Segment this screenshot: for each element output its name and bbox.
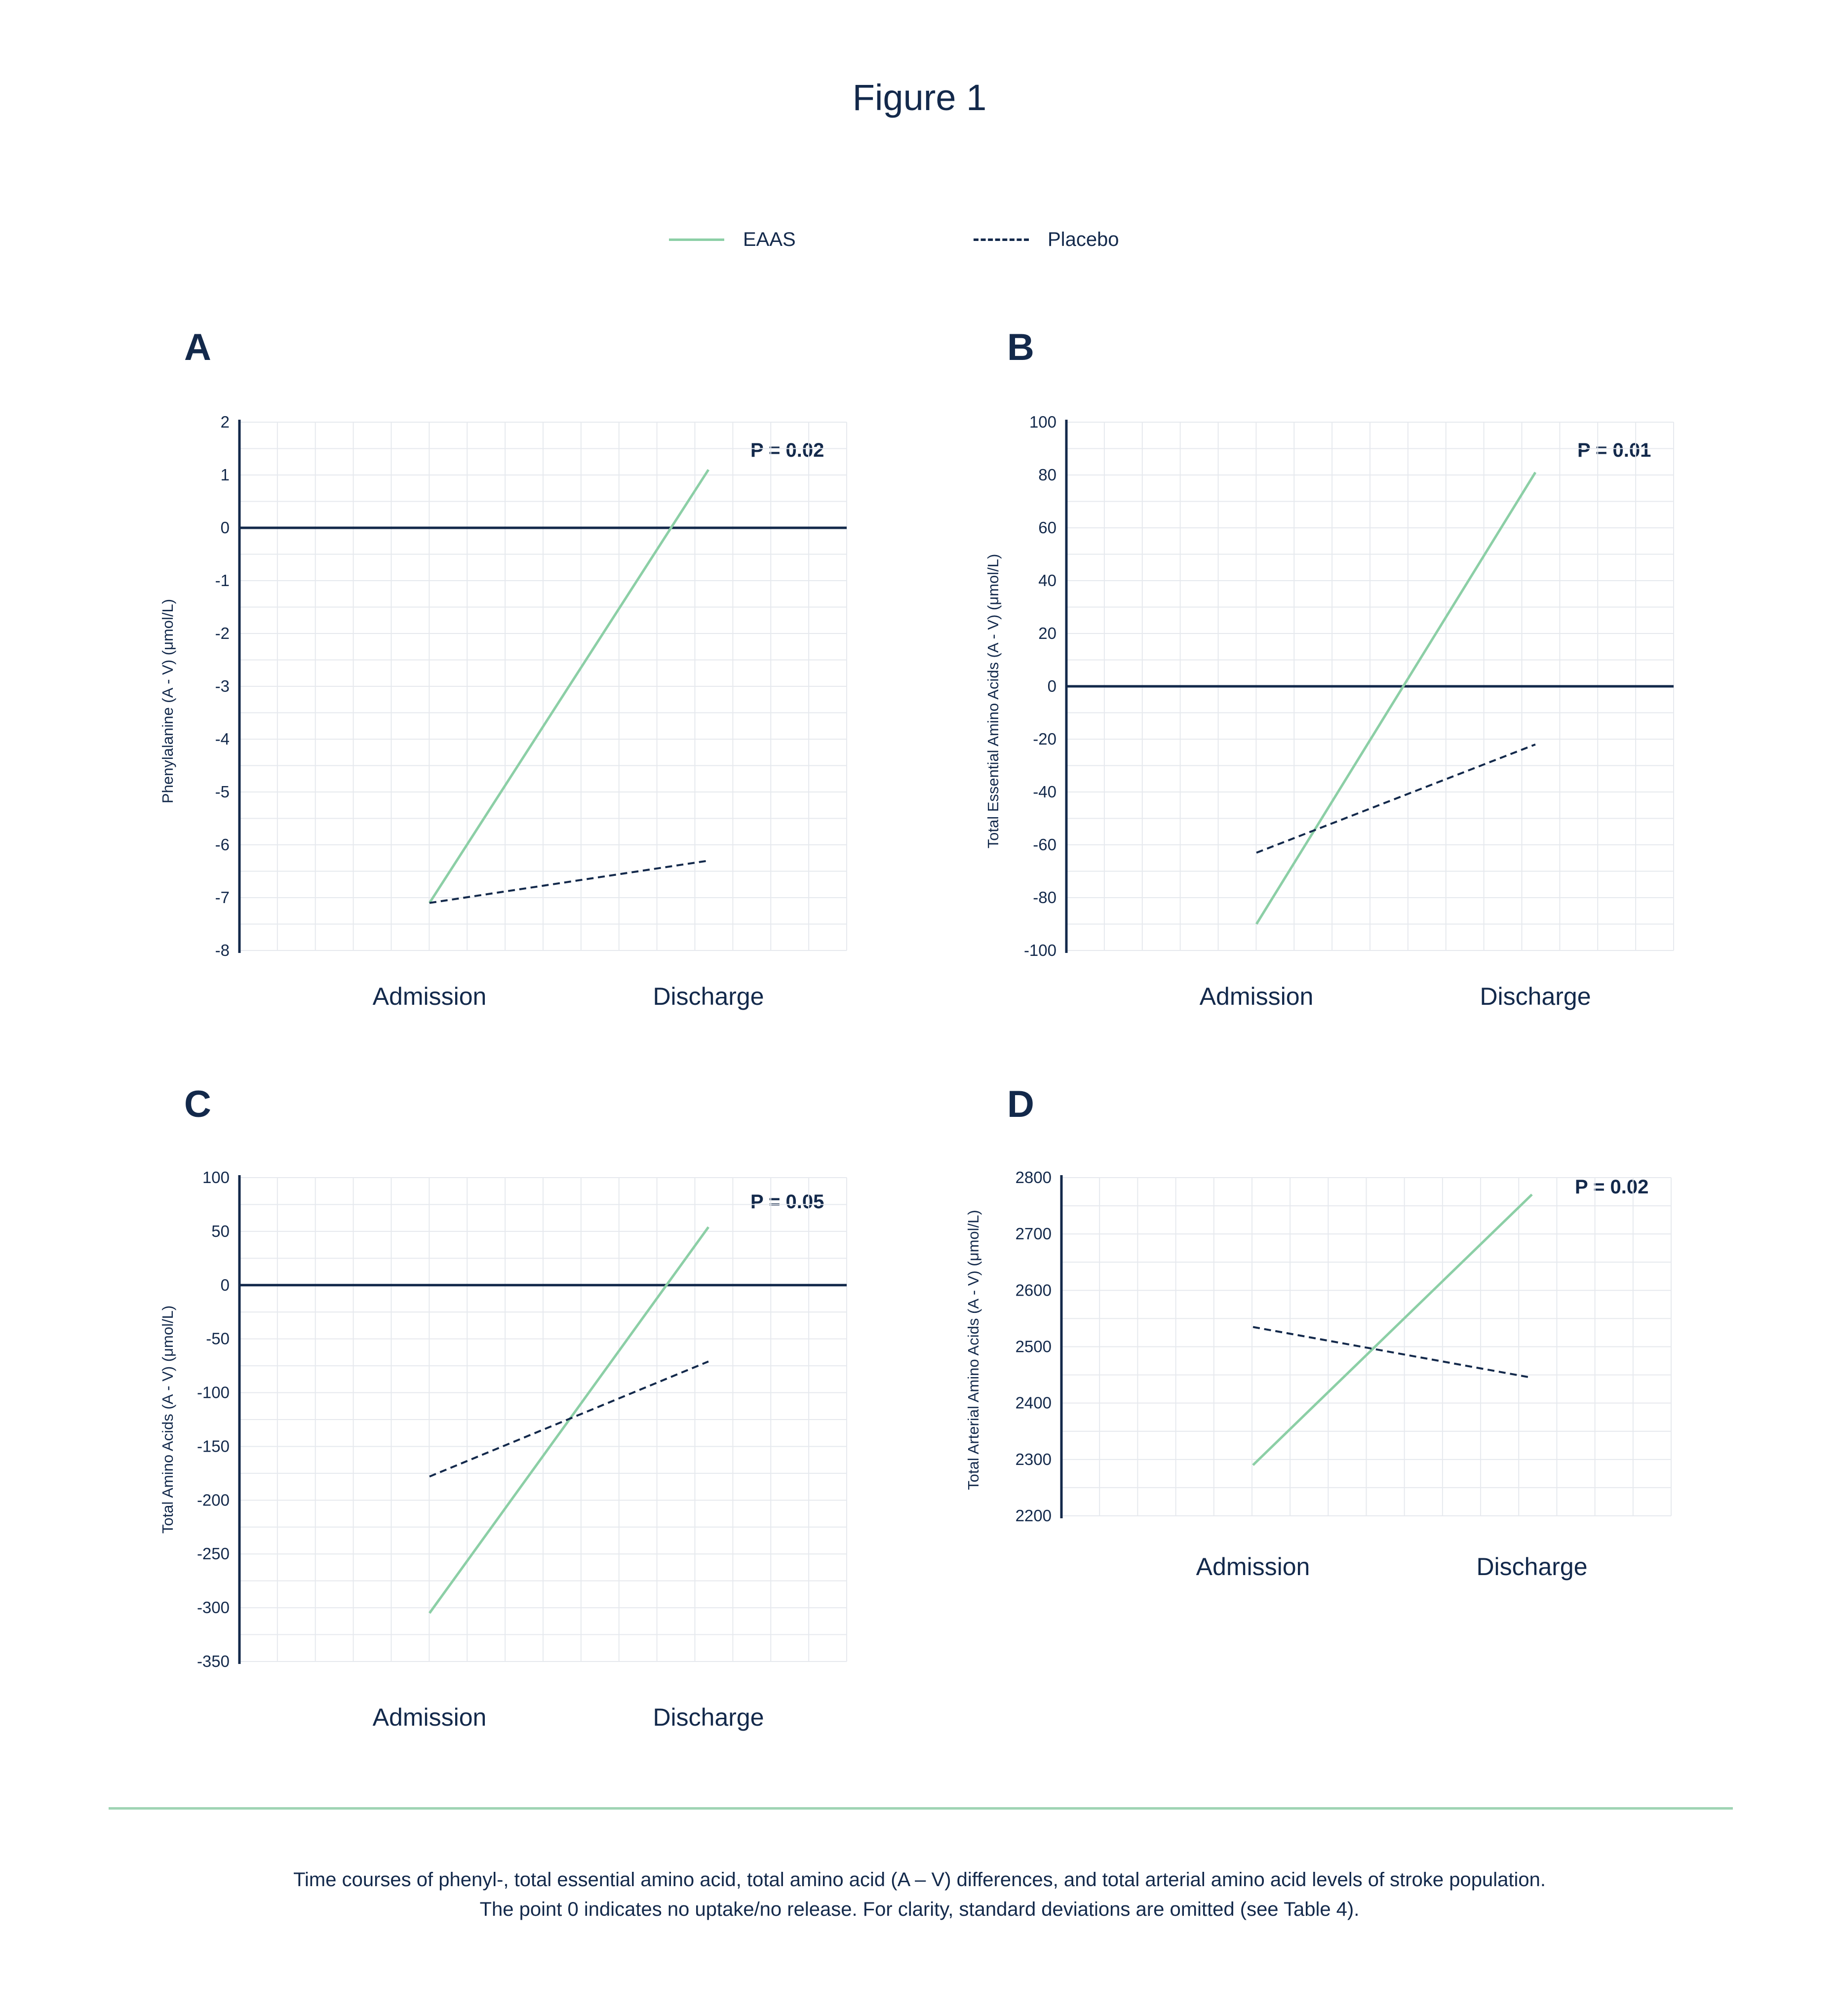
y-tick-label: 100	[202, 1168, 230, 1186]
y-tick-label: 100	[1029, 413, 1056, 431]
y-tick-label: 1	[221, 466, 230, 484]
series-line-placebo	[1256, 743, 1536, 854]
legend-label-eaas: EAAS	[743, 229, 796, 250]
x-category-label: Discharge	[653, 983, 764, 1010]
y-tick-label: 2300	[1016, 1450, 1052, 1468]
series-line-eaas	[1252, 1193, 1533, 1466]
x-category-label: Admission	[373, 983, 487, 1010]
y-tick-label: 40	[1038, 571, 1056, 590]
y-tick-label: -50	[206, 1330, 230, 1348]
y-tick-label: -8	[215, 941, 230, 959]
series-line-placebo	[429, 860, 709, 904]
y-tick-label: -5	[215, 783, 230, 801]
y-tick-label: 2700	[1016, 1225, 1052, 1243]
y-tick-label: -200	[197, 1491, 230, 1509]
caption-line-2: The point 0 indicates no uptake/no relea…	[479, 1898, 1360, 1920]
legend-label-placebo: Placebo	[1048, 229, 1119, 250]
figure-title: Figure 1	[852, 77, 987, 118]
series-line-placebo	[1252, 1326, 1532, 1379]
y-tick-label: -350	[197, 1652, 230, 1670]
y-tick-label: -20	[1033, 730, 1056, 748]
y-tick-label: 0	[1048, 677, 1056, 695]
x-category-label: Admission	[373, 1703, 487, 1731]
y-tick-label: -1	[215, 571, 230, 590]
y-tick-label: 2200	[1016, 1506, 1052, 1525]
panel-letter-d: D	[1007, 1083, 1034, 1125]
legend-swatch-placebo	[974, 238, 1029, 241]
panel-letter-a: A	[184, 326, 211, 368]
y-tick-label: 2	[221, 413, 230, 431]
y-tick-label: 50	[211, 1222, 230, 1240]
x-category-label: Admission	[1196, 1553, 1310, 1581]
y-tick-label: 80	[1038, 466, 1056, 484]
y-tick-label: 2400	[1016, 1394, 1052, 1412]
y-tick-label: -80	[1033, 888, 1056, 907]
legend-swatch-eaas	[669, 238, 724, 241]
x-category-label: Admission	[1200, 983, 1314, 1010]
x-category-label: Discharge	[1480, 983, 1591, 1010]
panel-b-pvalue: P = 0.01	[1577, 439, 1651, 461]
legend: EAAS Placebo	[0, 0, 1839, 296]
y-tick-label: 60	[1038, 518, 1056, 537]
x-category-label: Discharge	[1476, 1553, 1587, 1581]
y-tick-label: -2	[215, 624, 230, 642]
series-line-eaas	[428, 1226, 710, 1614]
y-tick-label: -250	[197, 1544, 230, 1563]
panel-d-pvalue: P = 0.02	[1575, 1176, 1649, 1198]
series-line-placebo	[429, 1360, 709, 1478]
series-line-eaas	[428, 469, 710, 904]
y-tick-label: 2500	[1016, 1338, 1052, 1356]
y-tick-label: 0	[221, 1276, 230, 1294]
panel-a-pvalue: P = 0.02	[750, 439, 824, 461]
panel-letter-c: C	[184, 1083, 211, 1125]
y-tick-label: -4	[215, 730, 230, 748]
y-tick-label: -40	[1033, 783, 1056, 801]
panel-letter-b: B	[1007, 326, 1034, 368]
panel-c-pvalue: P = 0.05	[750, 1191, 824, 1213]
caption-line-1: Time courses of phenyl-, total essential…	[293, 1869, 1546, 1891]
y-tick-label: -100	[1024, 941, 1056, 959]
y-tick-label: -60	[1033, 835, 1056, 854]
x-category-label: Discharge	[653, 1703, 764, 1731]
y-tick-label: 2600	[1016, 1281, 1052, 1299]
y-tick-label: -300	[197, 1598, 230, 1617]
series-line-eaas	[1255, 472, 1537, 925]
y-tick-label: 0	[221, 518, 230, 537]
caption-divider	[109, 1807, 1733, 1810]
y-tick-label: -7	[215, 888, 230, 907]
y-tick-label: -100	[197, 1384, 230, 1402]
y-tick-label: -3	[215, 677, 230, 695]
y-tick-label: -6	[215, 835, 230, 854]
y-tick-label: -150	[197, 1437, 230, 1455]
y-tick-label: 2800	[1016, 1168, 1052, 1186]
y-tick-label: 20	[1038, 624, 1056, 642]
